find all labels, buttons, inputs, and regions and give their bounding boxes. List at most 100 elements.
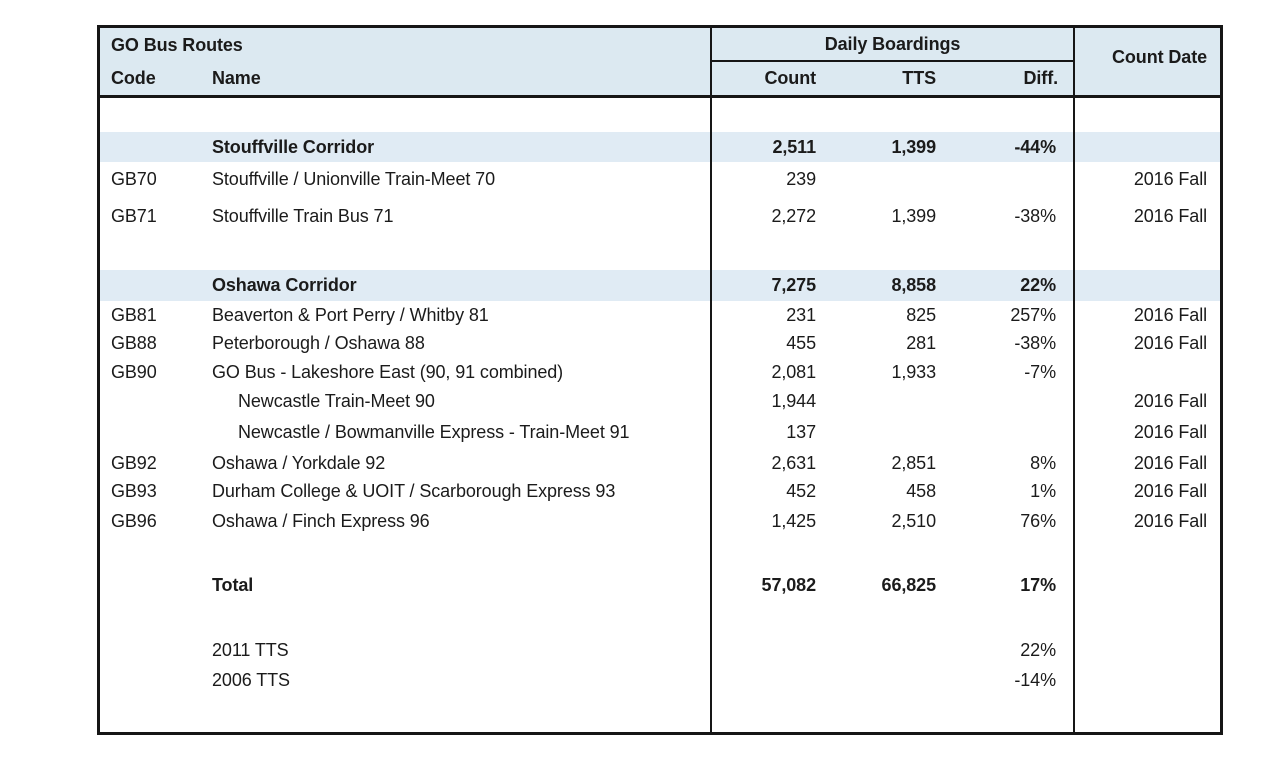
cell-count: 7,275 (710, 270, 833, 301)
cell-tts: 66,825 (881, 574, 937, 595)
cell-code: GB96 (111, 510, 157, 531)
cell-count (710, 536, 833, 564)
cell-tts: 2,851 (891, 452, 936, 473)
cell-tts (833, 636, 953, 664)
spacer-row (100, 235, 1220, 270)
table-row: GB93 Durham College & UOIT / Scarborough … (100, 477, 1220, 506)
cell-diff: -44% (1014, 136, 1056, 157)
cell-diff (953, 696, 1073, 732)
cell-count: 57,082 (710, 564, 833, 606)
cell-count-date (1073, 536, 1220, 564)
cell-code: GB88 (111, 333, 157, 353)
cell-count-date: 2016 Fall (1073, 449, 1220, 477)
go-bus-routes-table: GO Bus Routes Daily Boardings Count Date… (97, 25, 1223, 735)
cell-count: 239 (710, 162, 833, 197)
cell-diff: 17% (1020, 574, 1056, 595)
cell-tts (833, 387, 953, 415)
cell-tts: 458 (906, 481, 936, 501)
cell-code (100, 536, 212, 564)
cell-diff (953, 387, 1073, 415)
cell-count-date (1073, 606, 1220, 636)
cell-count-date: 2016 Fall (1073, 301, 1220, 329)
cell-count-date (1073, 664, 1220, 696)
cell-tts (833, 536, 953, 564)
cell-count (710, 696, 833, 732)
cell-diff (953, 98, 1073, 132)
cell-name (212, 235, 710, 270)
cell-tts: 281 (906, 333, 936, 353)
cell-count: 455 (710, 329, 833, 358)
cell-count: 2,081 (710, 358, 833, 387)
cell-code (100, 696, 212, 732)
cell-code: GB92 (111, 452, 157, 473)
cell-diff: -38% (1014, 333, 1056, 353)
cell-diff (953, 606, 1073, 636)
table-row: Newcastle Train-Meet 90 1,944 2016 Fall (100, 387, 1220, 415)
cell-name (212, 98, 710, 132)
header-code: Code (111, 68, 156, 88)
table-row: Total 57,082 66,825 17% (100, 564, 1220, 606)
cell-count-date (1073, 270, 1220, 301)
cell-count-date (1073, 358, 1220, 387)
cell-tts: 8,858 (891, 275, 936, 295)
cell-tts (833, 162, 953, 197)
cell-code (100, 606, 212, 636)
table-row: GB70 Stouffville / Unionville Train-Meet … (100, 162, 1220, 197)
cell-name: Newcastle / Bowmanville Express - Train-… (238, 421, 630, 442)
cell-tts: 825 (906, 304, 936, 325)
cell-count-date (1073, 132, 1220, 162)
cell-diff (953, 415, 1073, 449)
cell-code (100, 636, 212, 664)
cell-diff (953, 235, 1073, 270)
cell-count (710, 235, 833, 270)
header-count: Count (710, 62, 833, 95)
cell-count-date: 2016 Fall (1073, 415, 1220, 449)
cell-diff: 22% (1020, 275, 1056, 295)
cell-tts: 2,510 (891, 510, 936, 531)
cell-code: GB90 (111, 362, 157, 382)
table-row: GB81 Beaverton & Port Perry / Whitby 81 23… (100, 301, 1220, 329)
cell-code: GB71 (111, 205, 157, 226)
cell-tts (833, 235, 953, 270)
cell-count (710, 664, 833, 696)
cell-name: 2011 TTS (212, 639, 289, 660)
cell-code (100, 664, 212, 696)
cell-count: 1,944 (710, 387, 833, 415)
cell-name: Beaverton & Port Perry / Whitby 81 (212, 304, 489, 325)
header-tts: TTS (902, 68, 936, 88)
cell-name: Newcastle Train-Meet 90 (238, 390, 435, 411)
cell-diff: 8% (1030, 452, 1056, 473)
cell-name: Oshawa / Finch Express 96 (212, 510, 430, 531)
cell-count: 2,511 (710, 132, 833, 162)
cell-name (212, 696, 710, 732)
cell-name: Oshawa / Yorkdale 92 (212, 452, 386, 473)
cell-name: Stouffville / Unionville Train-Meet 70 (212, 169, 496, 189)
table-row: GB96 Oshawa / Finch Express 96 1,425 2,510 7… (100, 506, 1220, 536)
cell-diff: -7% (1024, 362, 1056, 382)
cell-count-date (1073, 696, 1220, 732)
cell-code: GB93 (111, 481, 157, 501)
cell-diff (953, 536, 1073, 564)
cell-diff: 257% (1010, 304, 1056, 325)
cell-diff: -14% (1014, 669, 1056, 690)
cell-count-date (1073, 98, 1220, 132)
cell-diff: 76% (1020, 510, 1056, 531)
section-row: Stouffville Corridor 2,511 1,399 -44% (100, 132, 1220, 162)
cell-tts: 1,399 (891, 205, 936, 226)
spacer-row (100, 98, 1220, 132)
table-body: Stouffville Corridor 2,511 1,399 -44% GB70 St… (100, 98, 1220, 732)
cell-tts (833, 98, 953, 132)
cell-code (100, 270, 212, 301)
cell-code (100, 132, 212, 162)
spacer-row (100, 696, 1220, 732)
table-row: Newcastle / Bowmanville Express - Train-… (100, 415, 1220, 449)
cell-count-date: 2016 Fall (1073, 329, 1220, 358)
cell-count: 2,631 (710, 449, 833, 477)
table-row: 2006 TTS -14% (100, 664, 1220, 696)
section-row: Oshawa Corridor 7,275 8,858 22% (100, 270, 1220, 301)
table-row: 2011 TTS 22% (100, 636, 1220, 664)
cell-count: 1,425 (710, 506, 833, 536)
cell-count: 2,272 (710, 197, 833, 235)
cell-name: Total (212, 574, 254, 595)
cell-tts: 1,399 (891, 136, 936, 157)
